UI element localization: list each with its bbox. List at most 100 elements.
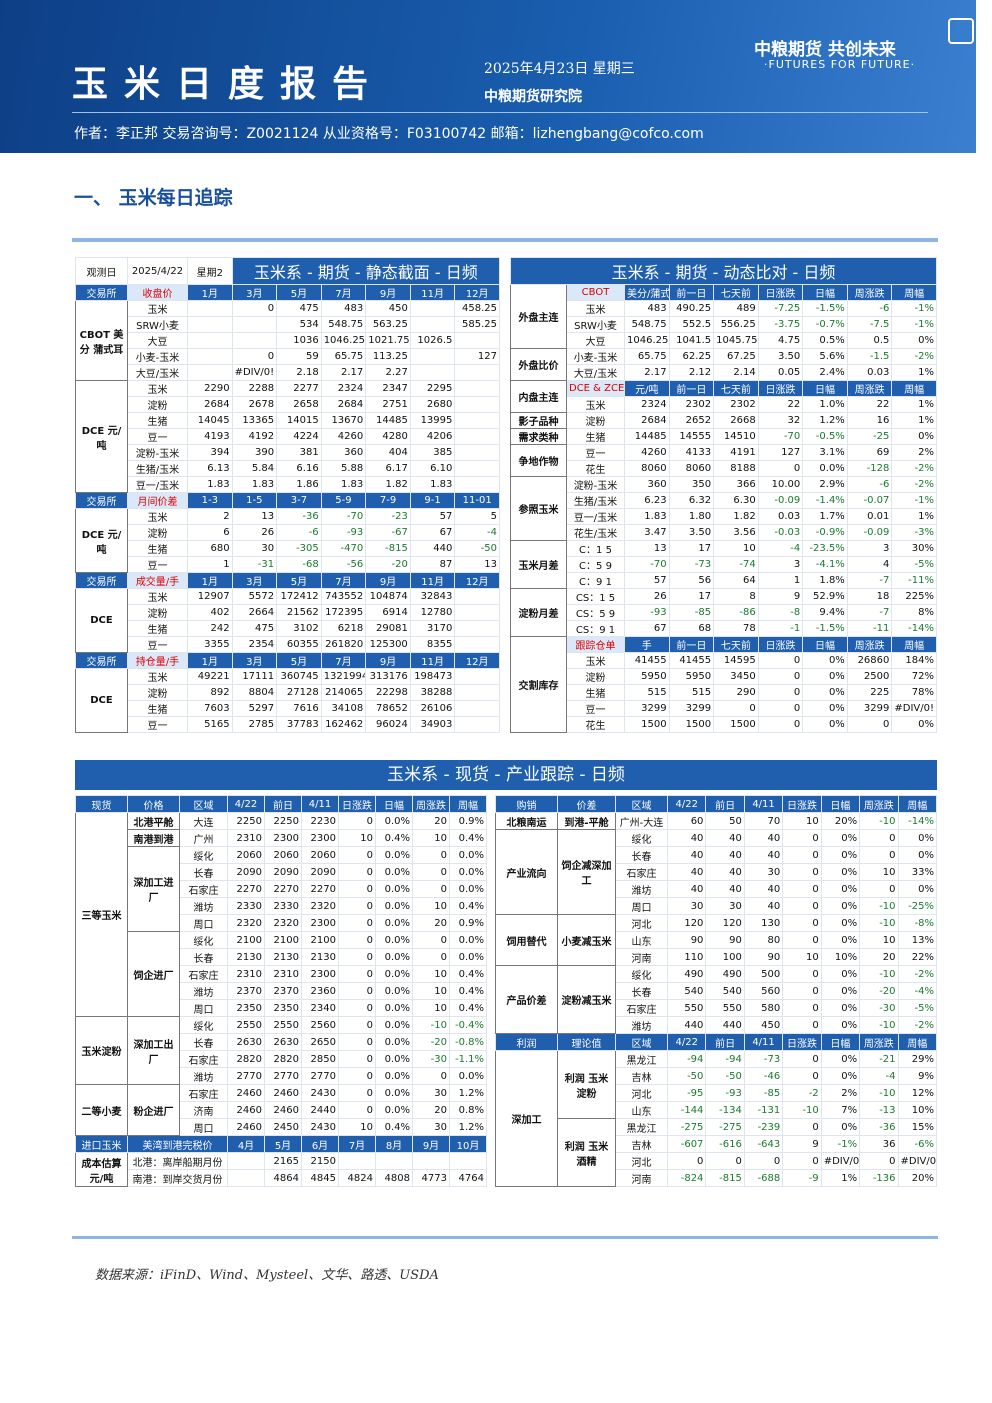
cell: 68 (668, 620, 715, 637)
cell (409, 300, 456, 317)
cell: 3355 (187, 636, 233, 653)
cell: 2090 (264, 863, 302, 881)
cell: 2295 (409, 380, 456, 397)
cell: 4192 (231, 428, 278, 445)
header-cell: 周涨跌 (846, 636, 893, 653)
cell: 山东 (615, 931, 668, 949)
cell: 0.0% (375, 1101, 413, 1119)
cell: 1046.25 (624, 332, 670, 349)
cell: 483 (624, 300, 670, 317)
cell: 生猪/玉米 (566, 492, 625, 509)
cell: 3450 (713, 668, 759, 685)
cell: 4133 (668, 444, 715, 461)
cell: 0 (782, 1016, 822, 1034)
header-cell: 9月 (412, 1135, 450, 1153)
cell: 8% (891, 604, 937, 621)
cell: 14510 (713, 428, 759, 445)
cell: 3299 (668, 700, 715, 717)
header-cell: 日涨跌 (757, 284, 804, 301)
cell (454, 460, 500, 477)
cell: -275 (705, 1118, 745, 1136)
data-row: CS：9 1 67 68 78 -1 -1.5% -11 -14% (511, 620, 937, 637)
cell (454, 476, 500, 493)
header-cell: DCE & ZCE (566, 380, 625, 397)
cell: 河北 (615, 914, 668, 932)
header-cell: 七天前 (713, 284, 759, 301)
cell: -14% (891, 620, 937, 637)
cell: -50 (454, 540, 500, 557)
group-label: 玉米月差 (510, 540, 567, 589)
cell: 78% (891, 684, 937, 701)
cell: 2.14 (713, 364, 759, 381)
header-cell: 3月 (231, 652, 278, 669)
header-cell: 前日 (264, 795, 302, 813)
cell: 17111 (231, 668, 278, 685)
cell: 0% (802, 716, 848, 733)
cell: 892 (187, 684, 233, 701)
group-label: 北粮南运 (495, 812, 558, 830)
cell: 390 (231, 444, 278, 461)
cell (338, 1152, 376, 1170)
group-label: 玉米淀粉 (75, 1016, 128, 1085)
cell: 2.27 (365, 364, 411, 381)
cell: 585.25 (454, 316, 500, 333)
cell: 13 (624, 540, 670, 557)
cell: 2630 (264, 1033, 302, 1051)
cell: 450 (743, 1016, 784, 1034)
sub-label: 利润 玉米淀粉 (557, 1050, 616, 1119)
cell: 0 (782, 829, 822, 847)
cell: 10 (859, 931, 899, 949)
cell: -10 (859, 897, 899, 915)
data-row: 玉米 41455 41455 14595 0 0% 26860 184% (511, 652, 937, 669)
cell: -144 (666, 1101, 707, 1119)
cell (449, 1152, 487, 1170)
cell: 0.0% (375, 1016, 413, 1034)
cell: 2130 (227, 948, 265, 966)
cell: 0 (713, 700, 759, 717)
header-cell: 前日 (705, 1033, 745, 1051)
cell: 2460 (227, 1084, 265, 1102)
group-label: DCE 元/吨 (75, 380, 128, 493)
cell: -10 (859, 914, 899, 932)
cell: 1 (757, 572, 804, 589)
cell: 7603 (187, 700, 233, 717)
cell: 淀粉-玉米 (127, 444, 188, 461)
cell: -134 (705, 1101, 745, 1119)
cell: 2300 (264, 829, 302, 847)
sub-label: 饲企进厂 (127, 931, 180, 1017)
cell: -25% (897, 897, 938, 915)
cell: 淀粉-玉米 (566, 476, 625, 493)
cell: 60355 (276, 636, 322, 653)
header-cell: 5月 (276, 284, 322, 301)
cell: 2658 (276, 396, 322, 413)
data-row: 淀粉月差 CS：1 5 26 17 8 9 52.9% 18 225% (510, 588, 937, 637)
header-cell: 9月 (365, 572, 411, 589)
header-row: 交易所 持仓量/手 1月 3月 5月 7月 9月 11月 12月 (75, 652, 500, 669)
cell: 40 (705, 880, 745, 898)
cell: 120 (705, 914, 745, 932)
data-row: 外盘比价 小麦-玉米 65.75 62.25 67.25 3.50 5.6% -1.5 -2% (510, 348, 937, 381)
header-cell: 日幅 (802, 380, 848, 397)
cell: 5.88 (320, 460, 367, 477)
cell: 3.47 (624, 524, 670, 541)
cell: 40 (705, 863, 745, 881)
cell (231, 332, 278, 349)
cell: 4 (846, 556, 893, 573)
header-cell: 跟踪仓单 (566, 636, 625, 653)
cell: 4864 (264, 1169, 302, 1187)
cell: 2370 (264, 982, 302, 1000)
cell: 0% (820, 965, 861, 983)
cell: -85 (668, 604, 715, 621)
header-cell: 6月 (301, 1135, 339, 1153)
cell: 0% (820, 914, 861, 932)
header-cell: 周幅 (891, 380, 937, 397)
data-row: 生猪/玉米 6.23 6.32 6.30 -0.09 -1.4% -0.07 -1% (511, 492, 937, 509)
cell: 2.17 (320, 364, 367, 381)
cell (454, 668, 500, 685)
cell (375, 1152, 413, 1170)
cell: 0 (338, 846, 376, 864)
cell (454, 412, 500, 429)
cell: 2230 (301, 812, 339, 830)
cell (454, 604, 500, 621)
observe-date: 2025/4/22 (127, 257, 188, 285)
